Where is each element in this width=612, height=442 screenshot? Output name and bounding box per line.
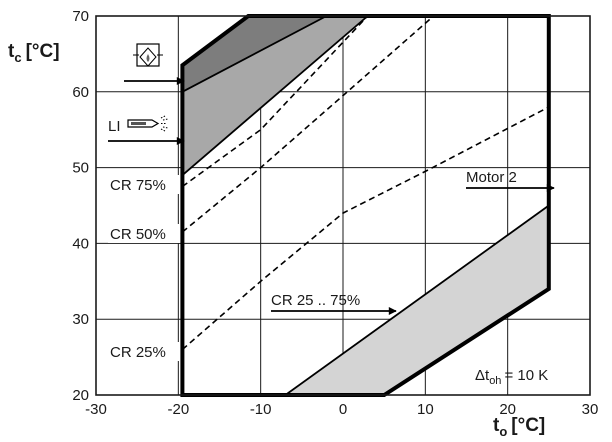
grid	[96, 16, 590, 395]
series-line-2	[181, 15, 435, 233]
x-tick-label--30: -30	[85, 401, 107, 418]
liquid-injection-icon-spray	[160, 115, 169, 132]
y-tick-label-70: 70	[72, 8, 89, 25]
icons	[127, 43, 169, 132]
x-tick-label--10: -10	[250, 401, 272, 418]
dashed-series	[181, 15, 550, 351]
x-tick-label-20: 20	[499, 401, 516, 418]
tick-labels: -30 -20 -10 0 10 20 30 20 30 40 50 60 70	[72, 8, 598, 418]
label-motor: Motor 2	[466, 169, 517, 186]
y-axis-title: tc [°C]	[8, 41, 60, 65]
line-upper	[181, 15, 327, 93]
y-axis-title-unit: [°C]	[26, 41, 60, 62]
plot-frame	[95, 14, 591, 397]
x-tick-label-10: 10	[417, 401, 434, 418]
y-tick-label-50: 50	[72, 160, 89, 177]
arrows	[108, 77, 555, 315]
label-cr50: CR 50%	[110, 226, 166, 243]
x-axis-title-sub: o	[499, 424, 507, 439]
label-bg-cr75	[108, 175, 180, 194]
liquid-injection-icon-core	[131, 122, 146, 125]
boundary-lines	[181, 15, 550, 396]
x-axis-title: to [°C]	[493, 415, 545, 439]
line-li	[181, 15, 369, 176]
label-delta-sub: oh	[489, 375, 501, 387]
label-bg-cr50	[108, 224, 180, 243]
x-axis-title-unit: [°C]	[511, 415, 545, 436]
liquid-injection-icon	[127, 115, 169, 132]
x-tick-label-0: 0	[339, 401, 347, 418]
y-tick-label-30: 30	[72, 311, 89, 328]
label-delta-value: = 10 K	[504, 367, 548, 384]
y-tick-label-60: 60	[72, 84, 89, 101]
x-tick-label-30: 30	[582, 401, 599, 418]
y-tick-label-20: 20	[72, 387, 89, 404]
y-axis-title-sub: c	[14, 50, 21, 65]
y-tick-label-40: 40	[72, 235, 89, 252]
label-bg-cr25	[108, 342, 180, 361]
x-tick-label--20: -20	[167, 401, 189, 418]
label-cr75: CR 75%	[110, 177, 166, 194]
label-li: LI	[108, 118, 121, 135]
label-cr-range: CR 25 .. 75%	[271, 292, 360, 309]
series-line-3	[181, 106, 550, 351]
line-cr-top	[284, 204, 550, 396]
label-cr25: CR 25%	[110, 344, 166, 361]
plot-border	[95, 15, 591, 396]
injection-valve-icon-drop	[146, 54, 150, 62]
series-line-1	[181, 15, 369, 188]
label-delta-toh: Δtoh = 10 K	[475, 367, 548, 387]
injection-valve-icon	[133, 43, 163, 67]
